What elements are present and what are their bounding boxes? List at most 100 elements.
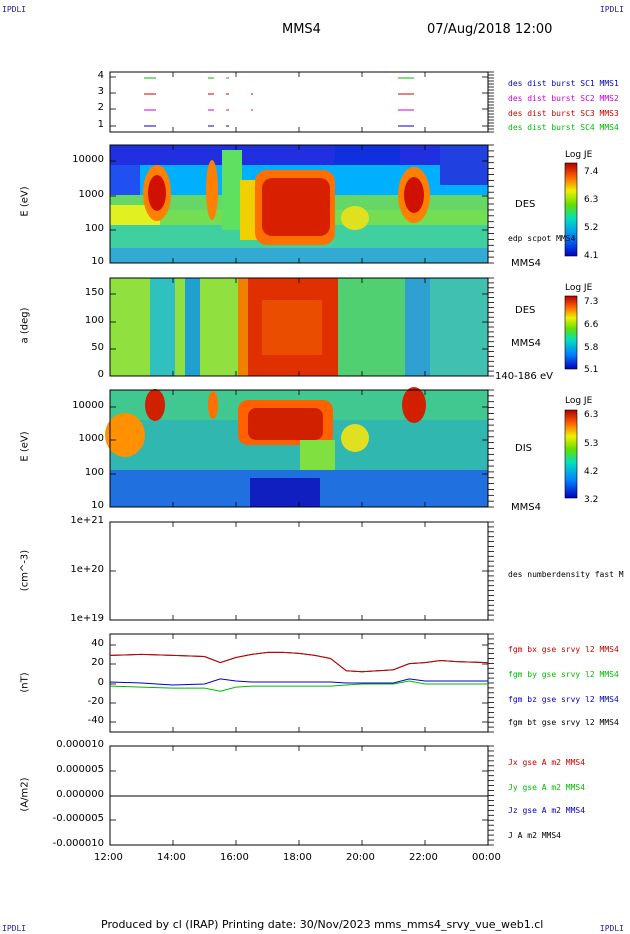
p1-ytick-label: 1 [97, 119, 104, 130]
panel-availability [109, 71, 494, 133]
series-line-bz [109, 678, 488, 686]
availability-marks [144, 77, 414, 127]
p6-ytick-label: -20 [87, 696, 104, 707]
x-tick-label: 00:00 [472, 852, 501, 863]
p7-legend-j: J A m2 MMS4 [508, 831, 561, 840]
p7-ytick-label: -0.000010 [52, 838, 104, 849]
legend-sc3: des dist burst SC3 MMS3 [508, 109, 619, 118]
p4-ytick-label: 10000 [72, 400, 104, 411]
p3-cbar-tick: 7.3 [584, 297, 599, 307]
p7-ytick-label: 0.000000 [56, 789, 104, 800]
p2-cbar-tick: 7.4 [584, 167, 599, 177]
p6-ytick-label: 20 [91, 657, 104, 668]
p5-legend: des numberdensity fast M [508, 570, 624, 579]
x-tick-label: 20:00 [346, 852, 375, 863]
datetime-title: 07/Aug/2018 12:00 [427, 22, 553, 37]
p1-ytick-label: 3 [97, 86, 104, 97]
legend-sc4: des dist burst SC4 MMS4 [508, 123, 619, 132]
p7-ytick-label: -0.000005 [52, 813, 104, 824]
p2-label: DES [515, 199, 536, 210]
p2-ytick-label: 1000 [78, 189, 104, 200]
series-line-by [109, 680, 488, 692]
p1-ytick-label: 4 [97, 70, 104, 81]
x-tick-label: 18:00 [283, 852, 312, 863]
p6-legend-by: fgm by gse srvy l2 MMS4 [508, 670, 619, 679]
p4-ytick-label: 10 [91, 500, 104, 511]
colorbar-des-pitch [564, 295, 578, 370]
p4-ytick-label: 1000 [78, 433, 104, 444]
p4-bottom-label: MMS4 [511, 502, 541, 513]
footer-text: Produced by cl (IRAP) Printing date: 30/… [101, 918, 544, 931]
p7-legend-jy: Jy gse A m2 MMS4 [508, 783, 586, 792]
p6-ytick-label: -40 [87, 715, 104, 726]
p3-cbar-tick: 5.8 [584, 343, 599, 353]
p7-legend-jx: Jx gse A m2 MMS4 [508, 758, 586, 767]
p3-cbar-tick: 5.1 [584, 365, 599, 375]
p6-ytick-label: 0 [97, 677, 104, 688]
x-tick-label: 16:00 [220, 852, 249, 863]
panel-density [109, 521, 494, 621]
p2-ytick-label: 10000 [72, 154, 104, 165]
p2-bottom-label: MMS4 [511, 258, 541, 269]
p7-legend-jz: Jz gse A m2 MMS4 [508, 806, 586, 815]
p6-ylabel: (nT) [19, 672, 31, 693]
p4-cbar-tick: 3.2 [584, 495, 599, 505]
p3-sublabel: MMS4 [511, 338, 541, 349]
p2-ytick-label: 10 [91, 256, 104, 267]
p7-ytick-label: 0.000005 [56, 764, 104, 775]
p2-ytick-label: 100 [84, 223, 104, 234]
p6-legend-bt: fgm bt gse srvy l2 MMS4 [508, 718, 619, 727]
p2-cbar-title: Log JE [565, 150, 593, 160]
legend-sc1: des dist burst SC1 MMS1 [508, 79, 619, 88]
corner-mark-bottom-right: IPDLI [599, 924, 624, 933]
colorbar-dis-energy [564, 409, 578, 499]
p3-ylabel: a (deg) [19, 307, 31, 344]
x-tick-label: 22:00 [409, 852, 438, 863]
corner-mark-bottom-left: IPDLI [2, 924, 27, 933]
p3-cbar-title: Log JE [565, 283, 593, 293]
p3-ytick-label: 0 [97, 369, 104, 380]
p6-ytick-label: 40 [91, 638, 104, 649]
p3-ytick-label: 150 [84, 287, 104, 298]
p5-ytick-label: 1e+20 [70, 564, 104, 575]
p3-cbar-tick: 6.6 [584, 320, 599, 330]
p3-ytick-label: 100 [84, 315, 104, 326]
p4-ytick-label: 100 [84, 467, 104, 478]
spacecraft-title: MMS4 [282, 22, 321, 37]
p2-cbar-tick: 6.3 [584, 195, 599, 205]
p6-legend-bz: fgm bz gse srvy l2 MMS4 [508, 695, 619, 704]
legend-sc2: des dist burst SC2 MMS2 [508, 94, 619, 103]
p5-ytick-label: 1e+21 [70, 515, 104, 526]
p5-ytick-label: 1e+19 [70, 613, 104, 624]
p4-ylabel: E (eV) [19, 431, 31, 462]
colorbar-des-energy [564, 162, 578, 257]
p1-ytick-label: 2 [97, 102, 104, 113]
p5-ylabel: (cm^-3) [19, 549, 31, 592]
p6-legend-bx: fgm bx gse srvy l2 MMS4 [508, 645, 619, 654]
p4-cbar-tick: 4.2 [584, 467, 599, 477]
p3-ytick-label: 50 [91, 342, 104, 353]
panel-bfield [109, 633, 494, 733]
panel-current [109, 745, 494, 846]
p2-sublabel: edp scpot MMS4 [508, 234, 576, 243]
p2-cbar-tick: 5.2 [584, 223, 599, 233]
panel-des-energy [109, 144, 578, 264]
p2-cbar-tick: 4.1 [584, 251, 599, 261]
p4-cbar-title: Log JE [565, 396, 593, 406]
x-tick-label: 12:00 [94, 852, 123, 863]
panel-dis-energy [105, 387, 578, 508]
corner-mark-top-right: IPDLI [599, 5, 624, 14]
p4-cbar-tick: 6.3 [584, 410, 599, 420]
p3-label: DES [515, 305, 536, 316]
p4-cbar-tick: 5.3 [584, 439, 599, 449]
corner-mark-top-left: IPDLI [2, 5, 27, 14]
p3-bottom-label: 140-186 eV [495, 371, 553, 382]
p7-ylabel: (A/m2) [19, 777, 31, 812]
p4-label: DIS [515, 443, 532, 454]
series-line-bx [109, 651, 489, 673]
panel-des-pitch [109, 277, 578, 377]
x-tick-label: 14:00 [157, 852, 186, 863]
p2-ylabel: E (eV) [19, 186, 31, 217]
p7-ytick-label: 0.000010 [56, 739, 104, 750]
